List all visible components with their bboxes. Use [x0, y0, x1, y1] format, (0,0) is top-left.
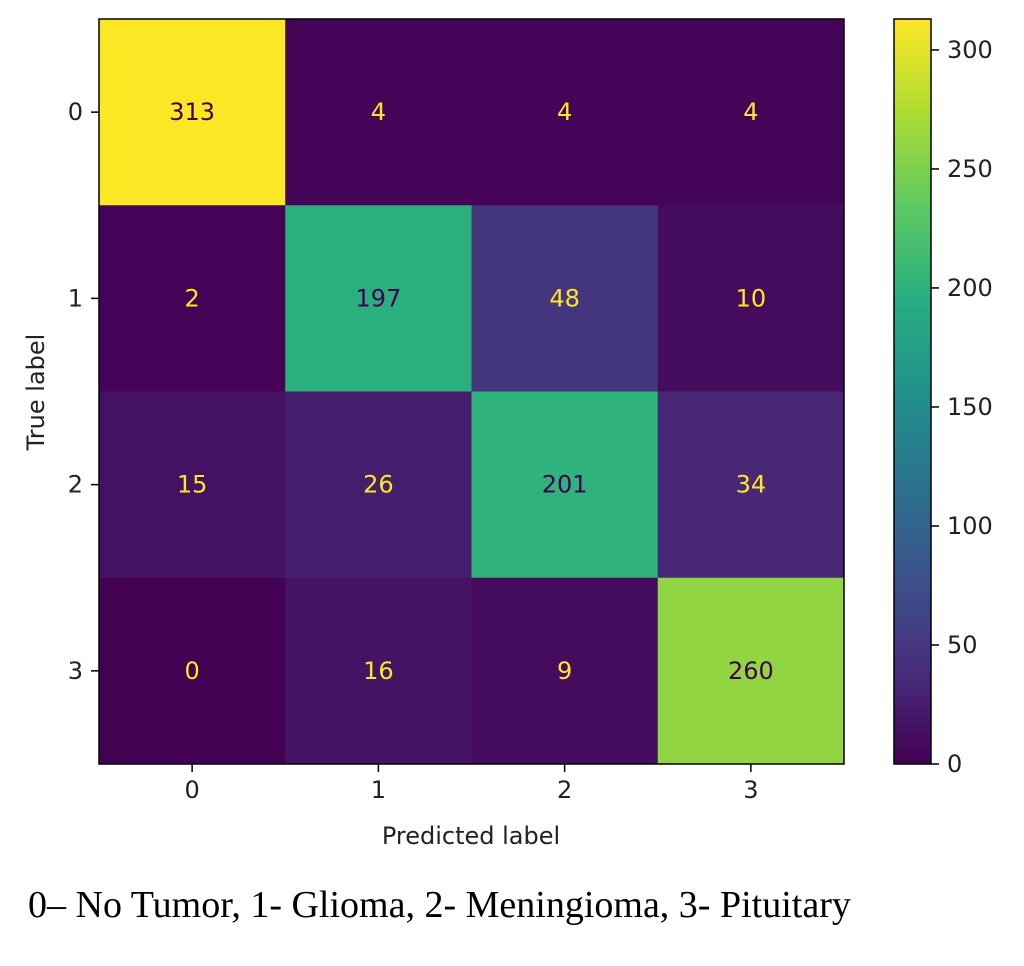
matrix-cell — [285, 391, 472, 579]
matrix-cell — [471, 205, 659, 392]
x-axis: 0 1 2 3 — [184, 764, 759, 804]
matrix-cell — [99, 577, 286, 765]
x-tick-label: 2 — [557, 776, 572, 804]
x-tick-label: 3 — [743, 776, 758, 804]
matrix-cell — [285, 205, 472, 392]
matrix-cell — [471, 19, 659, 206]
y-tick-label: 3 — [68, 657, 83, 685]
cell-value-label: 10 — [736, 284, 767, 312]
matrix-cell — [471, 391, 659, 579]
cell-value-label: 4 — [557, 98, 572, 126]
cell-value-label: 4 — [743, 98, 758, 126]
x-tick-label: 1 — [371, 776, 386, 804]
cell-value-label: 260 — [728, 657, 774, 685]
cell-value-label: 2 — [184, 284, 199, 312]
matrix-cells — [99, 19, 845, 765]
matrix-cell — [657, 205, 845, 392]
matrix-cell — [657, 391, 845, 579]
matrix-cell — [285, 577, 472, 765]
plot-frame — [98, 18, 845, 765]
cell-value-label: 48 — [549, 284, 580, 312]
matrix-cell — [657, 19, 845, 206]
colorbar-tick-label: 50 — [947, 631, 978, 659]
y-axis-label: True label — [22, 334, 50, 452]
matrix-cell — [657, 577, 845, 765]
x-tick-label: 0 — [184, 776, 199, 804]
matrix-cell — [99, 391, 286, 579]
colorbar-tick-label: 250 — [947, 155, 993, 183]
cell-value-label: 197 — [355, 284, 401, 312]
cell-value-label: 4 — [371, 98, 386, 126]
cell-value-label: 15 — [177, 471, 208, 499]
colorbar — [893, 18, 932, 765]
cell-value-label: 9 — [557, 657, 572, 685]
x-axis-label: Predicted label — [382, 822, 560, 850]
matrix-cell-labels: 313 4 4 4 2 197 48 10 15 26 201 34 0 16 9 260 — [169, 98, 774, 685]
colorbar-tick-label: 150 — [947, 393, 993, 421]
cell-value-label: 34 — [736, 471, 767, 499]
cell-value-label: 16 — [363, 657, 394, 685]
colorbar-tick-label: 200 — [947, 274, 993, 302]
cell-value-label: 26 — [363, 471, 394, 499]
matrix-cell — [99, 19, 286, 206]
class-legend-caption: 0– No Tumor, 1- Glioma, 2- Meningioma, 3… — [28, 884, 851, 926]
colorbar-tick-label: 300 — [947, 36, 993, 64]
y-tick-label: 2 — [68, 471, 83, 499]
matrix-cell — [99, 205, 286, 392]
matrix-cell — [285, 19, 472, 206]
y-axis: 0 1 2 3 — [68, 98, 99, 685]
cell-value-label: 201 — [542, 471, 588, 499]
y-tick-label: 0 — [68, 98, 83, 126]
cell-value-label: 0 — [184, 657, 199, 685]
y-tick-label: 1 — [68, 284, 83, 312]
matrix-cell — [471, 577, 659, 765]
colorbar-tick-label: 100 — [947, 512, 993, 540]
colorbar-axis: 0 50 100 150 200 250 300 — [931, 36, 993, 778]
colorbar-tick-label: 0 — [947, 750, 962, 778]
cell-value-label: 313 — [169, 98, 215, 126]
